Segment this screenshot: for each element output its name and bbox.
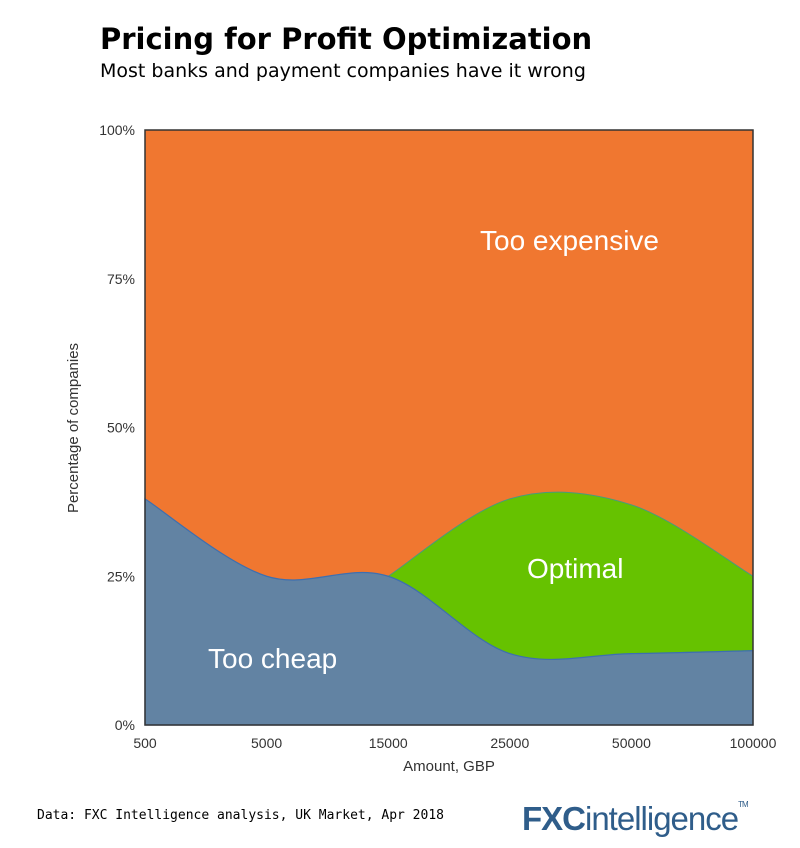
y-tick-label: 25% [107, 568, 135, 584]
area-too-cheap [144, 497, 754, 726]
fxc-logo: FXCintelligenceTM [522, 800, 749, 837]
x-tick-label: 15000 [369, 735, 408, 751]
x-tick-label: 100000 [730, 735, 777, 751]
label-too-expensive: Too expensive [480, 225, 659, 256]
label-optimal: Optimal [527, 553, 623, 584]
x-tick-label: 500 [133, 735, 157, 751]
x-axis-label: Amount, GBP [403, 758, 495, 775]
y-tick-label: 50% [107, 420, 135, 436]
x-tick-label: 5000 [251, 735, 282, 751]
x-tick-label: 25000 [490, 735, 529, 751]
plot-frame [144, 129, 754, 726]
source-note: Data: FXC Intelligence analysis, UK Mark… [37, 808, 444, 823]
y-tick-label: 0% [115, 717, 135, 733]
x-tick-label: 50000 [612, 735, 651, 751]
chart-subtitle: Most banks and payment companies have it… [100, 60, 586, 82]
label-too-cheap: Too cheap [208, 643, 337, 674]
y-tick-label: 75% [107, 271, 135, 287]
chart-title: Pricing for Profit Optimization [100, 22, 593, 56]
y-tick-label: 100% [99, 122, 135, 138]
y-axis-label: Percentage of companies [65, 343, 82, 513]
